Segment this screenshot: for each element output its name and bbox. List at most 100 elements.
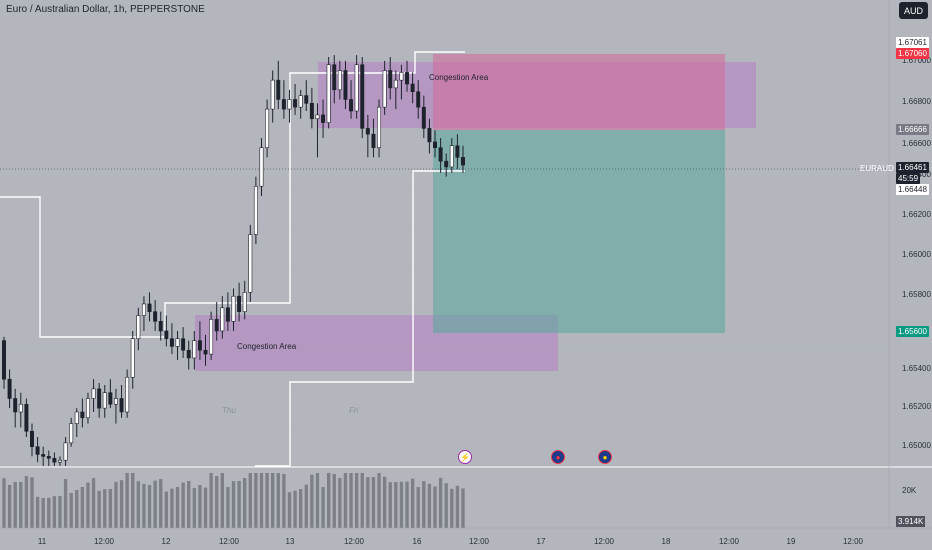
candle <box>46 456 51 459</box>
time-tick: 12:00 <box>842 537 864 546</box>
candle <box>7 378 12 399</box>
candle <box>175 338 180 347</box>
lower-zone-label: Congestion Area <box>237 342 297 351</box>
candle <box>242 292 247 312</box>
volume-bar <box>271 473 275 528</box>
currency-button[interactable]: AUD <box>899 2 928 19</box>
candle <box>326 64 331 123</box>
volume-bar <box>19 481 23 528</box>
volume-bar <box>382 476 387 528</box>
price-tick: 1.67000 <box>902 56 931 65</box>
time-tick: 12:00 <box>93 537 115 546</box>
volume-bar <box>293 490 297 528</box>
candle <box>102 392 107 409</box>
candle <box>153 311 158 322</box>
volume-bar <box>394 482 398 528</box>
candle <box>214 319 219 332</box>
candle <box>382 70 387 108</box>
price-tick: 1.66600 <box>902 139 931 148</box>
australia-flag-icon[interactable]: ● <box>551 450 565 464</box>
volume-bar <box>13 482 17 528</box>
volume-bar <box>80 487 85 528</box>
lightning-icon[interactable]: ⚡ <box>458 450 472 464</box>
candle <box>125 376 130 413</box>
volume-bar <box>438 477 443 528</box>
volume-bar <box>282 474 286 528</box>
time-tick: 16 <box>412 537 422 546</box>
candle <box>416 91 421 108</box>
entry-price-tag: 1.66666 <box>896 124 929 135</box>
candle <box>377 106 382 148</box>
volume-bar <box>416 487 420 528</box>
time-tick: 11 <box>37 537 47 546</box>
candle <box>130 338 135 378</box>
volume-bar <box>276 473 280 528</box>
eu-flag-icon[interactable]: ● <box>598 450 612 464</box>
candle <box>52 457 57 463</box>
candle <box>309 103 314 120</box>
candle <box>304 95 309 104</box>
volume-bar <box>203 487 208 528</box>
volume-bar <box>326 473 331 528</box>
candle <box>69 423 74 444</box>
volume-bar <box>41 498 45 528</box>
candle <box>388 70 393 89</box>
low-line-price-tag: 1.66448 <box>896 184 929 195</box>
volume-bar <box>377 473 381 528</box>
candle <box>449 145 454 168</box>
volume-bar <box>226 487 230 528</box>
candle <box>405 72 410 85</box>
candle <box>141 303 146 316</box>
candle <box>270 79 275 110</box>
candle <box>231 295 236 322</box>
volume-bar <box>91 478 96 528</box>
price-tick: 1.66200 <box>902 210 931 219</box>
volume-bar <box>198 485 202 528</box>
candle <box>354 64 359 112</box>
volume-bar <box>231 481 236 528</box>
time-tick: 12:00 <box>218 537 240 546</box>
candle <box>186 349 191 359</box>
candle <box>421 106 426 129</box>
candle <box>209 319 214 355</box>
candle <box>349 99 354 112</box>
candle <box>91 388 96 399</box>
candle <box>13 398 18 413</box>
volume-bar <box>427 483 432 528</box>
target-price-tag: 1.65600 <box>896 326 929 337</box>
volume-bar <box>399 481 404 528</box>
volume-bar <box>354 473 359 528</box>
candle <box>399 72 404 81</box>
price-tick: 1.65000 <box>902 441 931 450</box>
candle <box>433 141 437 148</box>
volume-bar <box>410 478 415 528</box>
volume-bar <box>47 497 51 528</box>
upper-zone-label: Congestion Area <box>429 73 489 82</box>
time-tick: 12:00 <box>468 537 490 546</box>
short-position-target-zone[interactable] <box>433 130 725 333</box>
time-tick: 13 <box>285 537 295 546</box>
volume-bar <box>360 473 364 528</box>
volume-bar <box>338 478 342 528</box>
volume-bar <box>119 480 124 528</box>
candle <box>265 108 270 148</box>
volume-bar <box>175 487 180 528</box>
candle <box>259 147 264 187</box>
volume-bar <box>35 496 40 528</box>
volume-bar <box>265 473 269 528</box>
candle <box>35 446 40 455</box>
price-tick: 1.65800 <box>902 290 931 299</box>
volume-bar <box>103 489 107 528</box>
volume-bar <box>2 478 6 528</box>
volume-bar <box>215 476 219 528</box>
short-position-stop-zone[interactable] <box>433 54 725 130</box>
candle <box>18 403 23 413</box>
candle <box>281 99 286 110</box>
candle <box>192 340 197 359</box>
candle <box>30 430 34 448</box>
candle <box>57 459 62 463</box>
volume-bar <box>52 496 57 528</box>
volume-bar <box>136 481 141 528</box>
candle <box>164 330 169 339</box>
